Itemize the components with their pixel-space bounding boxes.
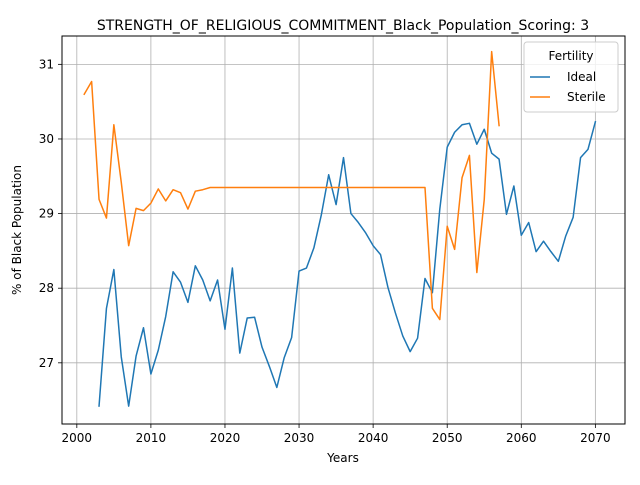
legend-label-sterile: Sterile bbox=[567, 90, 606, 104]
series-lines bbox=[83, 50, 597, 407]
axis-ticks: 2000 2010 2020 2030 2040 2050 2060 2070 27 28 29 30… bbox=[39, 57, 611, 445]
y-tick-label: 31 bbox=[39, 57, 54, 71]
x-tick-label: 2010 bbox=[136, 431, 167, 445]
y-tick-label: 28 bbox=[39, 281, 54, 295]
legend-label-ideal: Ideal bbox=[567, 70, 596, 84]
legend-box bbox=[523, 41, 619, 113]
series-line-ideal bbox=[98, 120, 597, 407]
x-tick-label: 2060 bbox=[506, 431, 537, 445]
x-axis-label: Years bbox=[326, 451, 359, 465]
x-tick-label: 2000 bbox=[62, 431, 93, 445]
y-tick-label: 27 bbox=[39, 356, 54, 370]
x-tick-label: 2020 bbox=[210, 431, 241, 445]
plot-frame bbox=[61, 35, 626, 425]
y-tick-label: 30 bbox=[39, 132, 54, 146]
legend: Fertility Ideal Sterile bbox=[523, 41, 619, 113]
y-axis-label: % of Black Population bbox=[10, 165, 24, 295]
series-line-sterile bbox=[83, 50, 500, 321]
x-tick-label: 2030 bbox=[284, 431, 315, 445]
legend-title: Fertility bbox=[548, 49, 593, 63]
chart-title: STRENGTH_OF_RELIGIOUS_COMMITMENT_Black_P… bbox=[97, 18, 589, 34]
x-tick-label: 2050 bbox=[432, 431, 463, 445]
x-tick-label: 2070 bbox=[580, 431, 611, 445]
x-tick-label: 2040 bbox=[358, 431, 389, 445]
y-tick-label: 29 bbox=[39, 207, 54, 221]
